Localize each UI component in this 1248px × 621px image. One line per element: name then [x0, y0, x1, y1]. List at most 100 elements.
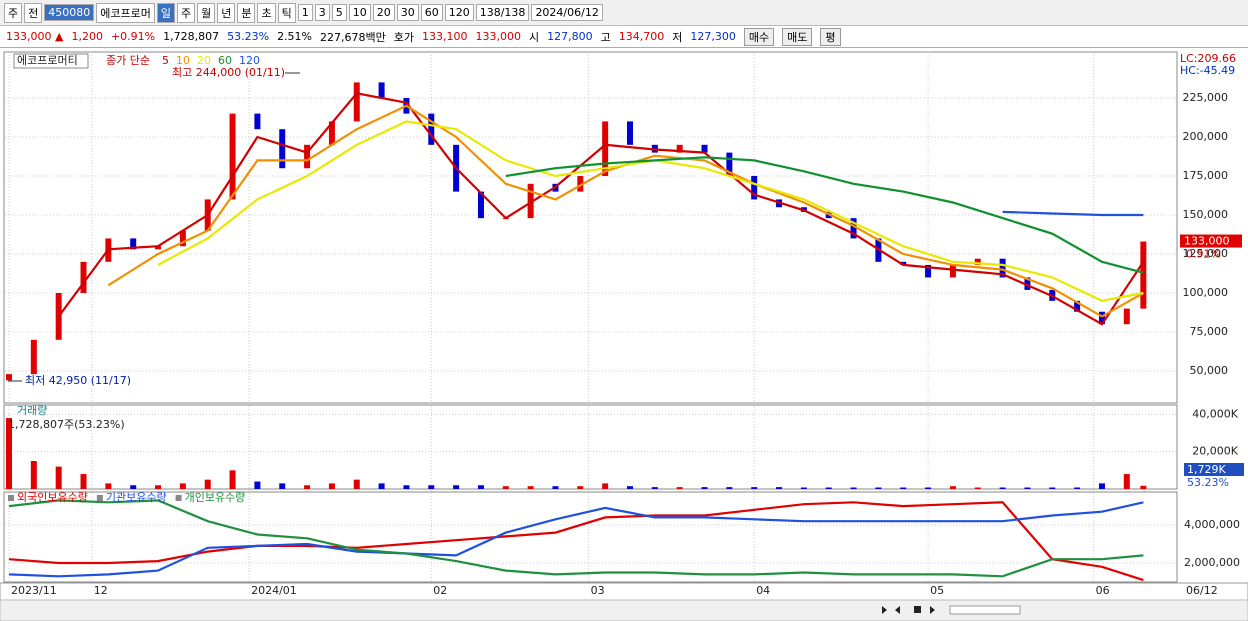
candle: [949, 264, 956, 278]
y-tick-label: 225,000: [1183, 91, 1229, 104]
toolbar-button[interactable]: 일: [156, 2, 175, 23]
volume-bar: [800, 487, 807, 489]
info-item: 호가: [393, 30, 414, 44]
x-tick-label: 03: [591, 584, 605, 597]
candle: [1024, 277, 1031, 290]
trade-button[interactable]: 매도: [782, 27, 813, 46]
volume-bar: [850, 487, 857, 489]
volume-bar: [577, 486, 584, 489]
candle: [999, 258, 1006, 278]
candle: [974, 258, 981, 265]
volume-bar: [1140, 485, 1147, 489]
candle: [6, 374, 12, 381]
volume-bar: [1049, 487, 1056, 489]
candle: [1098, 311, 1105, 325]
volume-bar: [502, 486, 509, 489]
volume-bar: [130, 485, 137, 489]
info-bar: 133,000 ▲ 1,200 +0.91% 1,728,807 53.23% 2.51%…: [0, 26, 1248, 48]
toolbar-button[interactable]: 3: [314, 4, 330, 21]
info-item: 고: [600, 30, 611, 44]
volume-bar: [378, 483, 385, 489]
volume-bar: [428, 485, 435, 489]
toolbar-button[interactable]: 월: [197, 2, 216, 23]
candle: [925, 264, 932, 278]
toolbar-button[interactable]: 20: [372, 4, 395, 21]
volume-bar: [229, 470, 236, 489]
info-item: 시: [529, 30, 540, 44]
candle: [80, 261, 87, 294]
line-series: [505, 156, 1144, 274]
volume-bar: [279, 483, 286, 489]
toolbar-button[interactable]: 에코프로머: [96, 2, 155, 23]
toolbar-button[interactable]: 주: [4, 2, 23, 23]
x-tick-label: 12: [94, 584, 108, 597]
toolbar-button[interactable]: 60: [420, 4, 443, 21]
candle: [577, 176, 584, 192]
candle: [130, 238, 137, 250]
candle: [328, 121, 335, 145]
info-item: 127,300: [690, 30, 736, 43]
x-tick-label: 2023/11: [11, 584, 57, 597]
volume-bar: [353, 479, 360, 489]
volume-bar: [204, 479, 211, 489]
legend-label: 종가 단순: [106, 54, 150, 67]
info-item: 227,678백만: [320, 30, 386, 44]
x-tick-label: 05: [930, 584, 944, 597]
info-item: 저: [672, 30, 683, 44]
legend-entry: 5: [162, 54, 169, 67]
toolbar-button[interactable]: 120: [444, 4, 474, 21]
toolbar-button[interactable]: 5: [331, 4, 347, 21]
toolbar-button[interactable]: 틱: [277, 2, 296, 23]
volume-bar: [875, 487, 882, 489]
volume-last-label: 1,729K: [1187, 463, 1226, 476]
toolbar-button[interactable]: 년: [217, 2, 236, 23]
volume-bar: [1098, 483, 1105, 489]
toolbar-button[interactable]: 450080: [44, 4, 95, 21]
legend-swatch: [175, 495, 182, 501]
volume-bar: [925, 487, 932, 489]
y-tick-label: 200,000: [1183, 130, 1229, 143]
toolbar-button[interactable]: 30: [396, 4, 419, 21]
volume-pct-label: 53.23%: [1187, 476, 1229, 489]
volume-bar: [751, 487, 758, 489]
candle: [850, 218, 857, 239]
trade-button[interactable]: 매수: [743, 27, 775, 46]
toolbar-button[interactable]: 1: [297, 4, 313, 21]
volume-bar: [974, 487, 981, 489]
toolbar-button[interactable]: 10: [348, 4, 371, 21]
toolbar-button[interactable]: 주: [176, 2, 196, 23]
info-item: 1,200: [71, 30, 103, 43]
legend-entry: 120: [239, 54, 260, 67]
trade-button[interactable]: 평: [820, 27, 841, 46]
annotation-low: 최저 42,950 (11/17): [25, 374, 131, 387]
candle: [701, 144, 708, 153]
toolbar-button[interactable]: 전: [24, 2, 43, 23]
info-item: 2.51%: [277, 30, 313, 43]
volume-last-box: [1184, 463, 1244, 476]
legend-entry: 기관보유수량: [106, 491, 167, 504]
x-last-date: 06/12: [1186, 584, 1218, 597]
volume-bar: [55, 466, 62, 489]
volume-bar: [527, 486, 534, 489]
toolbar-button[interactable]: 초: [257, 2, 276, 23]
info-item: 133,000: [475, 30, 522, 43]
info-item: +0.91%: [110, 30, 156, 43]
candle: [602, 121, 609, 177]
toolbar-button[interactable]: 2024/06/12: [531, 4, 603, 21]
legend-entry: 20: [197, 54, 211, 67]
volume-bar: [651, 487, 658, 489]
candle: [1123, 308, 1130, 325]
candle: [378, 82, 385, 99]
info-item: 127,800: [547, 30, 593, 43]
info-item: 133,000 ▲: [6, 30, 64, 43]
volume-bar: [726, 487, 733, 489]
candle: [155, 246, 162, 250]
toolbar-button[interactable]: 분: [237, 2, 256, 23]
legend-entry: 10: [176, 54, 190, 67]
toolbar-button[interactable]: 138/138: [475, 4, 530, 21]
candle: [229, 113, 236, 200]
candle: [279, 129, 286, 169]
volume-bar: [105, 483, 112, 489]
candle: [527, 183, 534, 219]
